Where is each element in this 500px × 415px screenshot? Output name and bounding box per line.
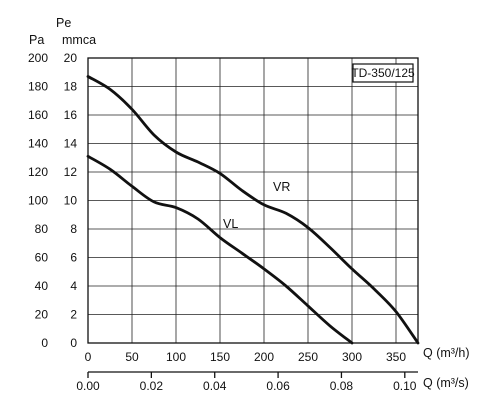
left-axis-ticks: 0 20 40 60 80 100 120 140 160 180 200 (28, 51, 48, 350)
x-axis2-tick-label: 0.02 (140, 379, 164, 393)
model-label: TD-350/125 (351, 66, 415, 80)
series-line-vl (86, 154, 354, 345)
x-axis-label: Q (m³/h) (423, 346, 470, 360)
right-tick-label: 4 (70, 279, 77, 293)
x-axis2-tick-label: 0.10 (393, 379, 417, 393)
x-axis2-label: Q (m³/s) (423, 376, 469, 390)
left-tick-label: 0 (41, 336, 48, 350)
x-axis-secondary: 0.00 0.02 0.04 0.06 0.08 0.10 (76, 371, 418, 393)
right-tick-label: 14 (64, 137, 78, 151)
right-axis-title-line1: Pe (56, 16, 71, 30)
curves (86, 75, 420, 345)
right-axis-title-line2: mmca (62, 33, 96, 47)
left-tick-label: 200 (28, 51, 48, 65)
right-axis-ticks: 0 2 4 6 8 10 12 14 16 18 20 (64, 51, 78, 350)
left-tick-label: 180 (28, 80, 48, 94)
right-tick-label: 10 (64, 194, 78, 208)
x-tick-label: 250 (298, 350, 318, 364)
right-tick-label: 18 (64, 80, 78, 94)
series-label-vr: VR (273, 180, 290, 194)
plot-frame (87, 57, 419, 344)
left-tick-label: 60 (35, 251, 49, 265)
x-axis2-tick-label: 0.04 (203, 379, 227, 393)
left-tick-label: 20 (35, 308, 49, 322)
right-tick-label: 0 (70, 336, 77, 350)
left-tick-label: 140 (28, 137, 48, 151)
right-tick-label: 12 (64, 165, 78, 179)
grid (88, 58, 418, 343)
left-axis-title: Pa (29, 33, 44, 47)
x-axis2-tick-label: 0.00 (76, 379, 100, 393)
series-line-vr (86, 75, 420, 345)
left-tick-label: 100 (28, 194, 48, 208)
right-tick-label: 20 (64, 51, 78, 65)
x-tick-label: 100 (166, 350, 186, 364)
left-tick-label: 80 (35, 222, 49, 236)
x-tick-label: 0 (85, 350, 92, 364)
x-axis2-tick-label: 0.06 (266, 379, 290, 393)
left-tick-label: 160 (28, 108, 48, 122)
x-axis-ticks: 0 50 100 150 200 250 300 350 (85, 350, 407, 364)
series-label-vl: VL (223, 217, 238, 231)
right-tick-label: 8 (70, 222, 77, 236)
x-tick-label: 200 (254, 350, 274, 364)
x-tick-label: 150 (210, 350, 230, 364)
x-tick-label: 50 (125, 350, 139, 364)
model-label-box: TD-350/125 (351, 63, 415, 83)
x-tick-label: 350 (386, 350, 406, 364)
x-axis2-tick-label: 0.08 (330, 379, 354, 393)
left-tick-label: 120 (28, 165, 48, 179)
right-tick-label: 2 (70, 308, 77, 322)
left-tick-label: 40 (35, 279, 49, 293)
x-tick-label: 300 (342, 350, 362, 364)
right-tick-label: 6 (70, 251, 77, 265)
right-tick-label: 16 (64, 108, 78, 122)
